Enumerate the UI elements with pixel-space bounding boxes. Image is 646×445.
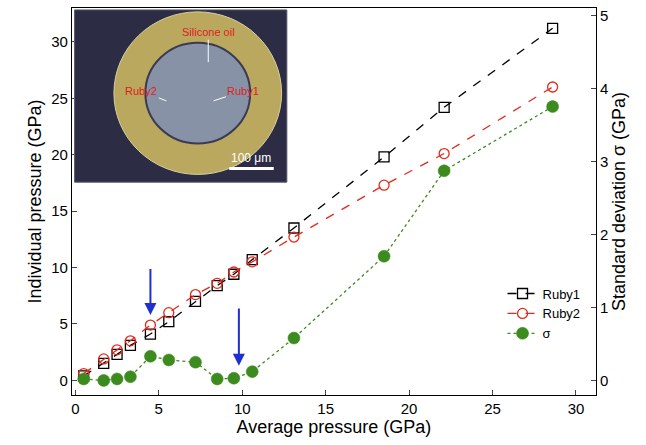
svg-text:25: 25 xyxy=(51,90,68,107)
svg-text:5: 5 xyxy=(600,7,608,24)
svg-text:15: 15 xyxy=(317,400,334,417)
svg-text:15: 15 xyxy=(51,202,68,219)
svg-text:4: 4 xyxy=(600,80,608,97)
svg-text:Silicone oil: Silicone oil xyxy=(182,26,235,38)
svg-text:20: 20 xyxy=(401,400,418,417)
svg-text:0: 0 xyxy=(60,372,68,389)
svg-text:σ: σ xyxy=(543,326,551,341)
svg-text:Average pressure (GPa): Average pressure (GPa) xyxy=(237,417,432,437)
svg-text:10: 10 xyxy=(234,400,251,417)
svg-text:Ruby1: Ruby1 xyxy=(543,287,581,302)
svg-text:5: 5 xyxy=(155,400,163,417)
svg-text:0: 0 xyxy=(71,400,79,417)
svg-text:3: 3 xyxy=(600,153,608,170)
svg-text:10: 10 xyxy=(51,259,68,276)
svg-text:5: 5 xyxy=(60,315,68,332)
svg-text:0: 0 xyxy=(600,372,608,389)
svg-text:30: 30 xyxy=(568,400,585,417)
svg-text:20: 20 xyxy=(51,146,68,163)
svg-text:Standard deviation σ (GPa): Standard deviation σ (GPa) xyxy=(609,92,629,311)
svg-text:100 μm: 100 μm xyxy=(231,151,271,165)
svg-text:Ruby2: Ruby2 xyxy=(543,306,581,321)
svg-text:2: 2 xyxy=(600,226,608,243)
svg-text:25: 25 xyxy=(484,400,501,417)
svg-text:1: 1 xyxy=(600,299,608,316)
svg-text:30: 30 xyxy=(51,33,68,50)
svg-text:Ruby2: Ruby2 xyxy=(125,85,157,97)
svg-text:Individual pressure (GPa): Individual pressure (GPa) xyxy=(25,99,45,303)
svg-text:Ruby1: Ruby1 xyxy=(227,85,259,97)
